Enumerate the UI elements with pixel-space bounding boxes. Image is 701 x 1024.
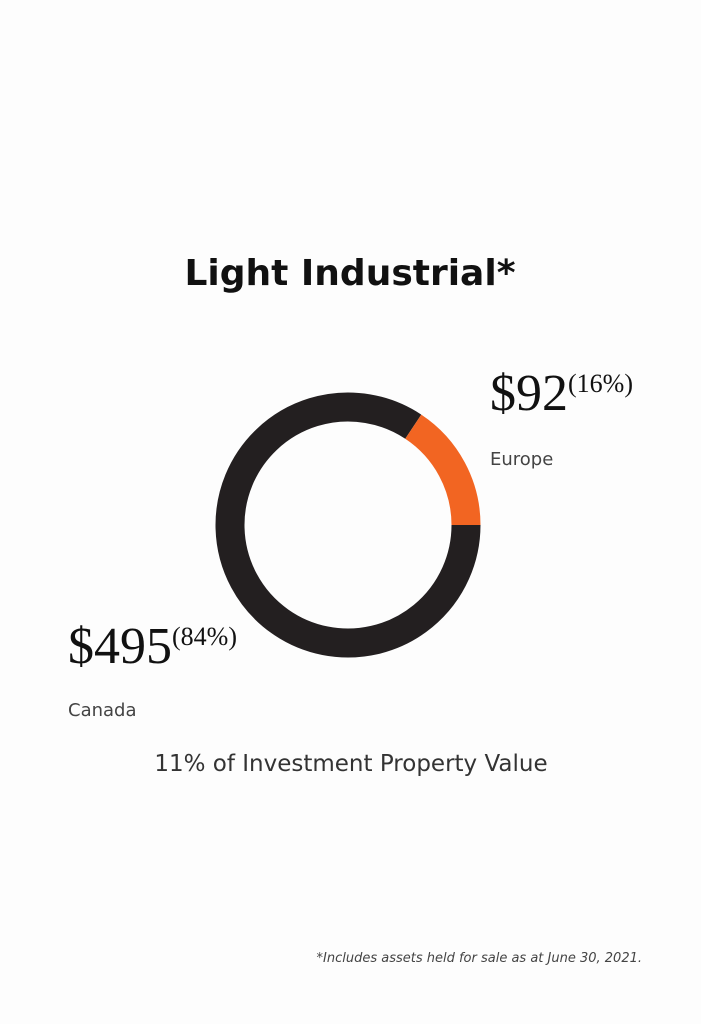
category-label: Europe [490,449,553,470]
chart-title: Light Industrial* [184,253,515,294]
value-label: $495(84%) [68,618,237,675]
donut-segment [215,392,481,658]
share-label: (16%) [568,369,633,398]
value-amount: $92 [490,365,568,422]
share-label: (84%) [172,622,237,651]
value-label: $92(16%) [490,365,633,422]
category-label: Canada [68,700,137,721]
subtitle: 11% of Investment Property Value [154,751,547,777]
footnote: *Includes assets held for sale as at Jun… [317,951,643,966]
donut-segment [404,414,481,526]
value-amount: $495 [68,618,172,675]
